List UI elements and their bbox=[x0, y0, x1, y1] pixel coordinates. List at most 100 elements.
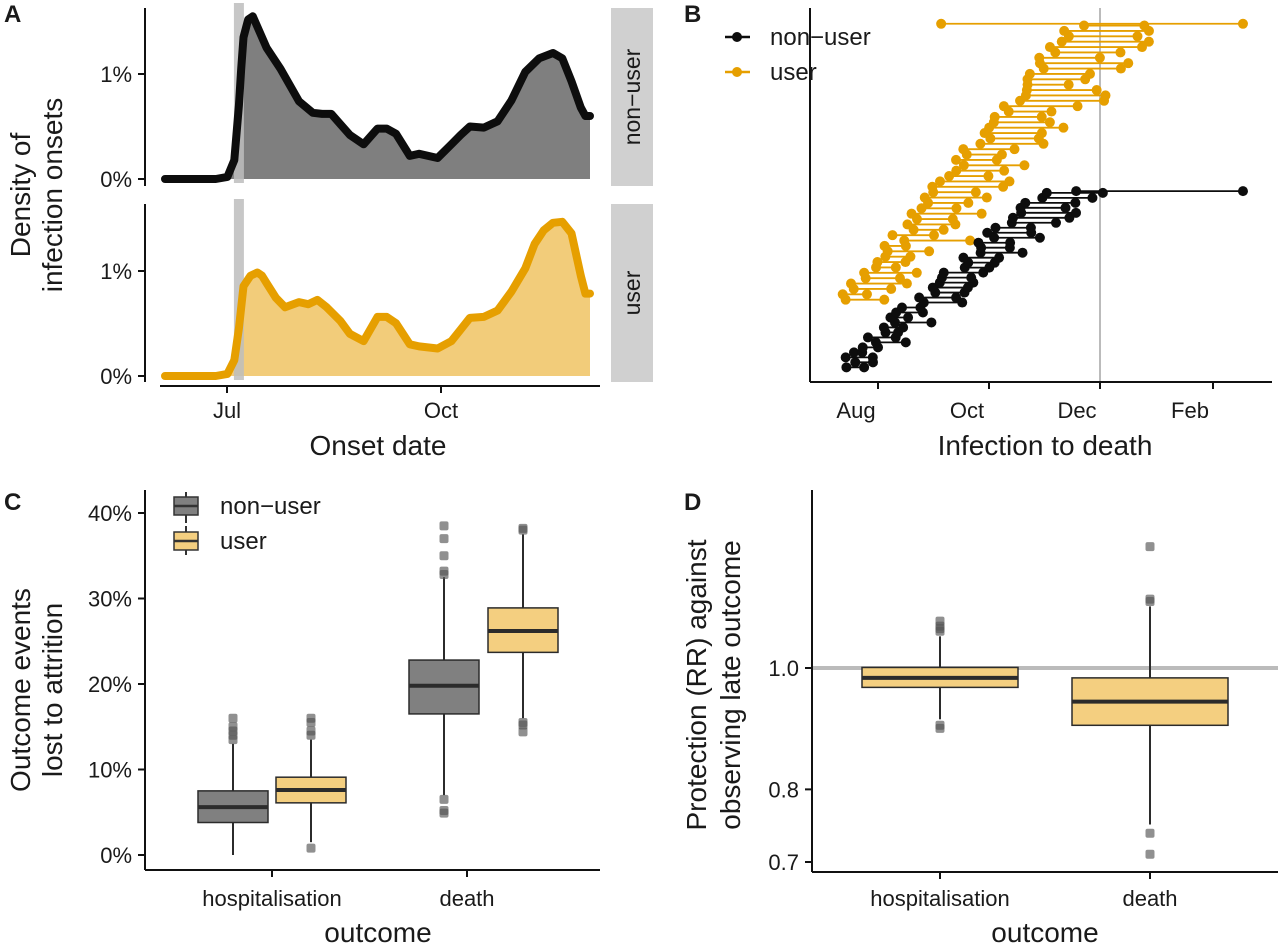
panel-d: 0.70.81.0 hospitalisation death outcome … bbox=[681, 490, 1278, 946]
strip-label-user: user bbox=[619, 270, 645, 315]
b-end-point bbox=[928, 230, 939, 241]
box-outlier bbox=[518, 523, 528, 533]
box-outlier bbox=[1145, 594, 1155, 604]
b-xtick-label-feb: Feb bbox=[1171, 398, 1209, 423]
b-start-point bbox=[902, 219, 913, 230]
b-legend-dot-nonuser bbox=[732, 32, 742, 42]
a-bot-ytick-label-0: 0% bbox=[100, 364, 132, 389]
b-start-point bbox=[870, 337, 881, 348]
b-start-point bbox=[973, 237, 984, 248]
b-start-point bbox=[951, 154, 962, 165]
b-end-point bbox=[951, 292, 962, 303]
c-x-axis-title: outcome bbox=[324, 917, 431, 946]
box-outlier bbox=[1145, 542, 1155, 552]
b-end-point bbox=[966, 272, 977, 283]
b-start-point bbox=[927, 282, 938, 293]
box-outlier bbox=[306, 726, 316, 736]
panel-a-facet-nonuser bbox=[161, 3, 594, 183]
b-end-point bbox=[898, 322, 909, 333]
b-end-point bbox=[996, 149, 1007, 160]
box-outlier bbox=[439, 794, 449, 804]
b-end-point bbox=[1123, 58, 1134, 69]
b-end-point bbox=[911, 267, 922, 278]
b-start-point bbox=[878, 322, 889, 333]
panel-b: Aug Oct Dec Feb Infection to death non−u… bbox=[725, 8, 1272, 461]
box-outlier bbox=[306, 843, 316, 853]
c-legend-label-user: user bbox=[220, 528, 267, 555]
b-start-point bbox=[938, 267, 949, 278]
b-legend: non−user user bbox=[725, 24, 871, 86]
b-start-point bbox=[1079, 20, 1090, 31]
b-end-point bbox=[1036, 128, 1047, 139]
d-xtick-label-death: death bbox=[1122, 886, 1177, 911]
panel-label-b: B bbox=[684, 1, 701, 28]
b-start-point bbox=[958, 160, 969, 171]
b-start-point bbox=[840, 352, 851, 363]
b-end-point bbox=[926, 317, 937, 328]
facet-vline-user bbox=[233, 199, 244, 380]
b-end-point bbox=[1097, 187, 1108, 198]
c-ytick-label: 40% bbox=[88, 501, 132, 526]
b-end-point bbox=[859, 362, 870, 373]
panel-label-a: A bbox=[4, 1, 21, 28]
b-x-axis-title: Infection to death bbox=[938, 430, 1153, 461]
density-line-user bbox=[161, 217, 594, 380]
b-end-point bbox=[938, 224, 949, 235]
b-start-point bbox=[958, 144, 969, 155]
b-start-point bbox=[906, 208, 917, 219]
b-end-point bbox=[861, 289, 872, 300]
box-outlier bbox=[935, 616, 945, 626]
d-y-ticks: 0.7 0.8 1.0 bbox=[768, 656, 812, 875]
b-start-point bbox=[989, 232, 1000, 243]
b-end-point bbox=[905, 251, 916, 262]
box-outlier bbox=[1145, 849, 1155, 859]
b-start-point bbox=[919, 192, 930, 203]
d-x-axis-title: outcome bbox=[991, 917, 1098, 946]
b-end-point bbox=[1091, 85, 1102, 96]
b-start-point bbox=[1056, 36, 1067, 47]
b-start-point bbox=[1034, 52, 1045, 63]
b-end-point bbox=[1050, 217, 1061, 228]
b-legend-label-nonuser: non−user bbox=[770, 24, 871, 51]
b-start-point bbox=[862, 332, 873, 343]
b-end-point bbox=[900, 337, 911, 348]
b-end-point bbox=[1100, 90, 1111, 101]
b-end-point bbox=[970, 187, 981, 198]
b-end-point bbox=[1115, 63, 1126, 74]
c-boxes bbox=[197, 521, 559, 855]
b-end-point bbox=[1132, 31, 1143, 42]
b-end-point bbox=[1143, 36, 1154, 47]
b-end-point bbox=[1004, 176, 1015, 187]
density-area-nonuser bbox=[165, 16, 590, 179]
box-outlier bbox=[518, 727, 528, 737]
b-end-point bbox=[981, 192, 992, 203]
b-start-point bbox=[1007, 212, 1018, 223]
b-start-point bbox=[850, 357, 861, 368]
d-ytick-label: 1.0 bbox=[768, 656, 799, 681]
b-end-point bbox=[1094, 52, 1105, 63]
b-end-point bbox=[1058, 122, 1069, 133]
b-start-point bbox=[1071, 186, 1082, 197]
b-end-point bbox=[901, 278, 912, 289]
b-start-point bbox=[989, 111, 1000, 122]
b-end-point bbox=[983, 171, 994, 182]
b-end-point bbox=[903, 312, 914, 323]
b-xtick-label-aug: Aug bbox=[836, 398, 875, 423]
d-y-axis-title-line1: Protection (RR) against bbox=[681, 539, 712, 830]
b-end-point bbox=[1009, 144, 1020, 155]
b-end-point bbox=[1036, 111, 1047, 122]
d-ytick-label: 0.8 bbox=[768, 777, 799, 802]
a-y-axis-title-line2: infection onsets bbox=[37, 98, 68, 293]
b-end-point bbox=[1070, 207, 1081, 218]
box-outlier bbox=[935, 720, 945, 730]
b-end-point bbox=[1115, 47, 1126, 58]
box-outlier bbox=[439, 566, 449, 576]
b-start-point bbox=[975, 138, 986, 149]
b-end-point bbox=[1137, 42, 1148, 53]
b-start-point bbox=[859, 267, 870, 278]
b-start-point bbox=[887, 230, 898, 241]
b-start-point bbox=[857, 342, 868, 353]
box-outlier bbox=[439, 551, 449, 561]
b-end-point bbox=[965, 235, 976, 246]
